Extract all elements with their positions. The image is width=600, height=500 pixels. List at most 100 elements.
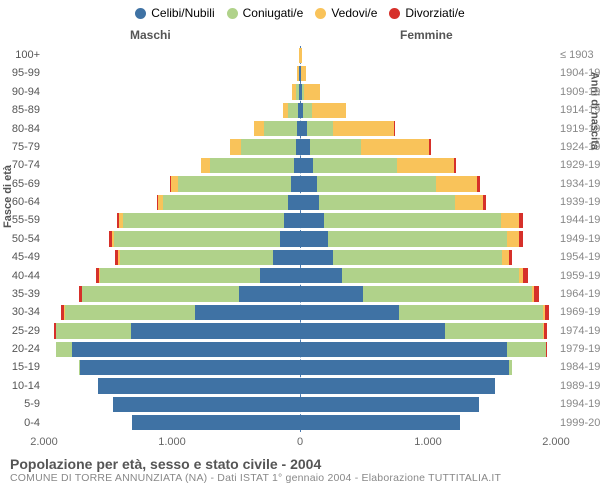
bar-segment [303,103,311,118]
bar-segment [260,268,300,283]
birth-year-label: 1939-1943 [560,193,600,211]
birth-year-label: 1969-1973 [560,303,600,321]
bar-segment [328,231,507,246]
legend-swatch [315,8,326,19]
bar-segment [509,360,512,375]
age-label: 100+ [0,46,40,64]
birth-year-label: 1934-1938 [560,175,600,193]
bar-segment [300,268,342,283]
age-label: 50-54 [0,230,40,248]
bar-segment [291,176,300,191]
bar-segment [507,342,545,357]
bar-segment [300,305,399,320]
bar-segment [301,66,306,81]
legend-label: Celibi/Nubili [151,6,214,20]
bar-segment [445,323,544,338]
legend-label: Divorziati/e [405,6,464,20]
footer: Popolazione per età, sesso e stato civil… [10,456,501,484]
bar-segment [519,213,523,228]
birth-year-label: 1974-1978 [560,322,600,340]
bar-segment [455,195,483,210]
bar-segment [300,231,328,246]
male-bars [117,213,300,228]
bar-segment [171,176,178,191]
male-bars [132,415,300,430]
x-tick-label: 0 [297,436,303,448]
pyramid-row: 45-491954-1958 [44,248,556,266]
bar-segment [100,268,260,283]
legend-label: Vedovi/e [331,6,377,20]
birth-year-label: 1964-1968 [560,285,600,303]
pyramid-row: 95-991904-1908 [44,64,556,82]
pyramid-row: 75-791924-1928 [44,138,556,156]
male-bars [61,305,300,320]
male-bars [254,121,300,136]
age-label: 15-19 [0,358,40,376]
bar-segment [300,342,507,357]
bar-segment [178,176,291,191]
bar-segment [123,213,284,228]
age-label: 95-99 [0,64,40,82]
bar-segment [324,213,501,228]
male-bars [98,378,300,393]
legend: Celibi/Nubili Coniugati/e Vedovi/e Divorzia… [0,0,600,22]
bar-segment [300,158,313,173]
bar-segment [397,158,455,173]
age-label: 25-29 [0,322,40,340]
chart-subtitle: COMUNE DI TORRE ANNUNZIATA (NA) - Dati I… [10,472,501,484]
male-bars [113,397,300,412]
x-tick-label: 2.000 [30,436,58,448]
bar-segment [509,250,513,265]
female-bars [300,323,547,338]
bar-segment [80,360,300,375]
bar-segment [120,250,274,265]
bar-segment [454,158,456,173]
bar-segment [163,195,288,210]
pyramid-row: 70-741929-1933 [44,156,556,174]
bar-segment [333,121,394,136]
age-label: 45-49 [0,248,40,266]
female-bars [300,305,549,320]
bar-segment [56,342,73,357]
pyramid-row: 20-241979-1983 [44,340,556,358]
male-bars [170,176,300,191]
birth-year-label: 1909-1913 [560,83,600,101]
bar-segment [201,158,210,173]
pyramid-row: 5-91994-1998 [44,395,556,413]
legend-item: Celibi/Nubili [135,6,214,20]
age-label: 80-84 [0,120,40,138]
bar-segment [300,397,479,412]
female-bars [300,286,539,301]
birth-year-label: 1914-1918 [560,101,600,119]
pyramid-row: 25-291974-1978 [44,322,556,340]
bar-segment [98,378,300,393]
bar-segment [310,139,361,154]
bar-segment [288,195,300,210]
pyramid-row: 35-391964-1968 [44,285,556,303]
bar-segment [502,250,509,265]
female-bars [300,231,523,246]
legend-label: Coniugati/e [243,6,304,20]
bar-segment [507,231,519,246]
age-label: 30-34 [0,303,40,321]
pyramid-row: 60-641939-1943 [44,193,556,211]
pyramid-row: 15-191984-1988 [44,358,556,376]
birth-year-label: 1929-1933 [560,156,600,174]
pyramid-row: 10-141989-1993 [44,377,556,395]
bar-segment [131,323,300,338]
birth-year-label: 1994-1998 [560,395,600,413]
female-bars [300,84,320,99]
female-bars [300,103,346,118]
legend-item: Vedovi/e [315,6,377,20]
bar-segment [241,139,296,154]
pyramid-row: 50-541949-1953 [44,230,556,248]
female-bars [300,121,395,136]
female-bars [300,268,528,283]
age-label: 85-89 [0,101,40,119]
bar-segment [300,250,333,265]
female-bars [300,342,546,357]
legend-swatch [135,8,146,19]
male-bars [292,84,300,99]
female-bars [300,158,456,173]
bar-segment [501,213,519,228]
